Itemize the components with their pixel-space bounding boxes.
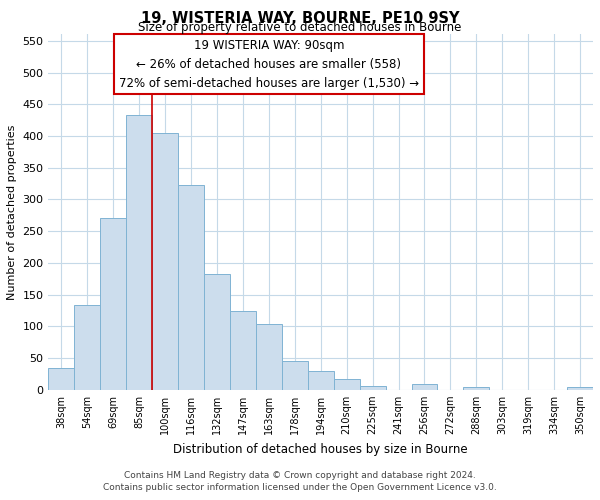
Bar	[463, 388, 490, 390]
Bar	[204, 274, 230, 390]
Bar	[152, 134, 178, 390]
Bar	[334, 379, 359, 390]
Bar	[49, 368, 74, 390]
Bar	[126, 115, 152, 390]
Text: 19, WISTERIA WAY, BOURNE, PE10 9SY: 19, WISTERIA WAY, BOURNE, PE10 9SY	[141, 11, 459, 26]
Bar	[74, 306, 100, 390]
Y-axis label: Number of detached properties: Number of detached properties	[7, 124, 17, 300]
Text: Contains HM Land Registry data © Crown copyright and database right 2024.
Contai: Contains HM Land Registry data © Crown c…	[103, 471, 497, 492]
Bar	[256, 324, 282, 390]
X-axis label: Distribution of detached houses by size in Bourne: Distribution of detached houses by size …	[173, 442, 468, 456]
Bar	[100, 218, 126, 390]
Text: Size of property relative to detached houses in Bourne: Size of property relative to detached ho…	[139, 22, 461, 35]
Text: 19 WISTERIA WAY: 90sqm
← 26% of detached houses are smaller (558)
72% of semi-de: 19 WISTERIA WAY: 90sqm ← 26% of detached…	[119, 39, 419, 90]
Bar	[178, 186, 204, 390]
Bar	[308, 371, 334, 390]
Bar	[412, 384, 437, 390]
Bar	[359, 386, 386, 390]
Bar	[230, 310, 256, 390]
Bar	[567, 386, 593, 390]
Bar	[282, 360, 308, 390]
